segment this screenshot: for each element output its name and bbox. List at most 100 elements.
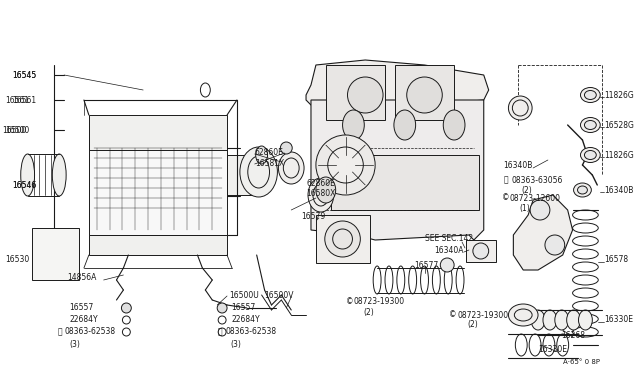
Text: Ⓢ: Ⓢ xyxy=(217,327,222,337)
Text: 11826G: 11826G xyxy=(604,90,634,99)
Bar xyxy=(89,235,227,255)
Text: SEE SEC.142: SEE SEC.142 xyxy=(424,234,472,243)
Text: 11826G: 11826G xyxy=(604,151,634,160)
Ellipse shape xyxy=(543,310,557,330)
Text: 16500: 16500 xyxy=(5,125,29,135)
Text: (3): (3) xyxy=(69,340,80,349)
Ellipse shape xyxy=(580,87,600,103)
Ellipse shape xyxy=(580,118,600,132)
Text: Ⓢ: Ⓢ xyxy=(504,176,508,185)
Circle shape xyxy=(508,96,532,120)
Bar xyxy=(31,228,79,280)
Ellipse shape xyxy=(444,110,465,140)
Text: 16546: 16546 xyxy=(12,180,36,189)
Text: 08723-19300: 08723-19300 xyxy=(353,298,404,307)
Circle shape xyxy=(407,77,442,113)
Ellipse shape xyxy=(584,121,596,129)
Text: 08723-19300: 08723-19300 xyxy=(457,311,508,320)
Ellipse shape xyxy=(579,310,593,330)
Text: 16545: 16545 xyxy=(12,71,36,80)
Text: 16546: 16546 xyxy=(12,180,36,189)
Text: 16340B: 16340B xyxy=(504,160,533,170)
Text: 16340B: 16340B xyxy=(604,186,634,195)
Bar xyxy=(227,155,262,195)
Text: (2): (2) xyxy=(521,186,532,195)
Text: ©: © xyxy=(449,311,457,320)
Text: 08363-63056: 08363-63056 xyxy=(511,176,563,185)
Ellipse shape xyxy=(278,152,304,184)
Text: 16579: 16579 xyxy=(301,212,325,221)
Ellipse shape xyxy=(577,186,588,194)
Text: 16500V: 16500V xyxy=(264,291,294,299)
Bar xyxy=(395,65,454,120)
Text: (3): (3) xyxy=(230,340,241,349)
Text: 08363-62538: 08363-62538 xyxy=(64,327,115,337)
Text: 16530: 16530 xyxy=(5,256,29,264)
Text: 16577: 16577 xyxy=(415,260,439,269)
Circle shape xyxy=(324,221,360,257)
Text: 16581X: 16581X xyxy=(255,158,284,167)
Text: 22684Y: 22684Y xyxy=(231,315,260,324)
Text: (1): (1) xyxy=(519,203,530,212)
Text: 16557: 16557 xyxy=(69,304,93,312)
Bar xyxy=(466,240,495,262)
Text: 16561: 16561 xyxy=(12,96,36,105)
Text: 08363-62538: 08363-62538 xyxy=(225,327,276,337)
Bar xyxy=(89,115,227,150)
Ellipse shape xyxy=(555,310,569,330)
Text: Ⓢ: Ⓢ xyxy=(57,327,62,337)
Text: 16561: 16561 xyxy=(5,96,29,105)
Text: 16500U: 16500U xyxy=(229,291,259,299)
Text: 16330E: 16330E xyxy=(538,346,567,355)
Text: ©: © xyxy=(502,193,509,202)
Ellipse shape xyxy=(580,148,600,163)
Bar xyxy=(89,140,227,235)
Ellipse shape xyxy=(52,154,66,196)
Text: 62860E: 62860E xyxy=(306,179,335,187)
Text: 16578: 16578 xyxy=(604,256,628,264)
Ellipse shape xyxy=(316,177,335,203)
Text: (2): (2) xyxy=(467,321,477,330)
Circle shape xyxy=(280,142,292,154)
Text: 16268: 16268 xyxy=(561,330,585,340)
Text: ©: © xyxy=(346,298,353,307)
Ellipse shape xyxy=(394,110,415,140)
Bar xyxy=(316,215,370,263)
Text: (2): (2) xyxy=(364,308,374,317)
Ellipse shape xyxy=(531,310,545,330)
Text: 16528G: 16528G xyxy=(604,121,634,129)
Circle shape xyxy=(545,235,564,255)
Polygon shape xyxy=(306,60,489,110)
Text: 62860E: 62860E xyxy=(255,148,284,157)
Text: 16330E: 16330E xyxy=(604,315,633,324)
Bar xyxy=(331,155,479,210)
Text: 16340A: 16340A xyxy=(435,246,464,254)
Text: 16545: 16545 xyxy=(12,71,36,80)
Ellipse shape xyxy=(240,147,277,197)
Text: 08723-12600: 08723-12600 xyxy=(509,193,561,202)
Ellipse shape xyxy=(256,146,268,164)
Ellipse shape xyxy=(584,90,596,99)
Polygon shape xyxy=(311,100,484,240)
Circle shape xyxy=(217,303,227,313)
Circle shape xyxy=(122,303,131,313)
Text: 16500: 16500 xyxy=(2,125,26,135)
Ellipse shape xyxy=(573,183,591,197)
Text: A·65° 0 8P: A·65° 0 8P xyxy=(563,359,600,365)
Text: 16557: 16557 xyxy=(231,304,255,312)
Text: 22684Y: 22684Y xyxy=(69,315,98,324)
Ellipse shape xyxy=(566,310,580,330)
Ellipse shape xyxy=(342,110,364,140)
Ellipse shape xyxy=(308,178,333,212)
Circle shape xyxy=(530,200,550,220)
Ellipse shape xyxy=(20,154,35,196)
Circle shape xyxy=(473,243,489,259)
Text: 14856A: 14856A xyxy=(67,273,97,282)
Circle shape xyxy=(440,258,454,272)
Polygon shape xyxy=(513,195,573,270)
Circle shape xyxy=(348,77,383,113)
Circle shape xyxy=(328,147,364,183)
Ellipse shape xyxy=(200,83,211,97)
Text: 16580X: 16580X xyxy=(306,189,335,198)
Bar xyxy=(326,65,385,120)
